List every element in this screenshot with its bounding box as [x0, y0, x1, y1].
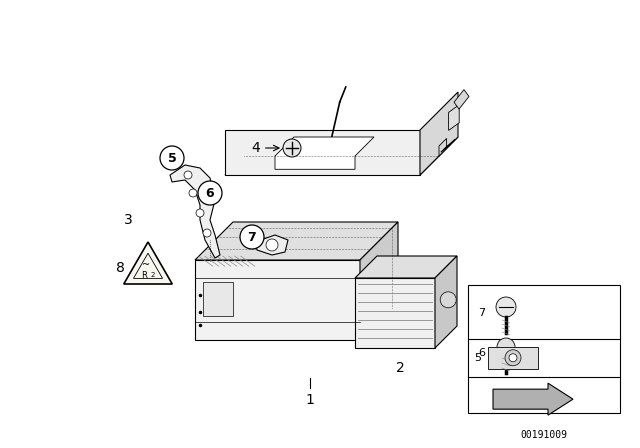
Polygon shape	[439, 138, 447, 156]
Polygon shape	[355, 278, 435, 348]
Circle shape	[184, 171, 192, 179]
Polygon shape	[435, 256, 457, 348]
FancyBboxPatch shape	[468, 285, 620, 413]
Polygon shape	[275, 137, 374, 169]
Polygon shape	[255, 235, 288, 255]
Circle shape	[198, 181, 222, 205]
Circle shape	[203, 229, 211, 237]
Circle shape	[509, 354, 517, 362]
Circle shape	[189, 189, 197, 197]
Polygon shape	[360, 222, 398, 340]
Text: 5: 5	[474, 353, 481, 363]
Circle shape	[497, 338, 515, 356]
Polygon shape	[420, 92, 458, 175]
Polygon shape	[355, 256, 457, 278]
Circle shape	[266, 239, 278, 251]
Text: 00191009: 00191009	[520, 430, 568, 440]
Polygon shape	[441, 140, 454, 152]
Text: 4: 4	[252, 141, 279, 155]
Text: 7: 7	[248, 231, 257, 244]
Text: 6: 6	[205, 186, 214, 199]
Polygon shape	[124, 242, 172, 284]
FancyBboxPatch shape	[203, 282, 233, 316]
Text: ~: ~	[142, 260, 150, 270]
Polygon shape	[195, 222, 398, 260]
Text: 5: 5	[168, 151, 177, 164]
Text: 6: 6	[479, 348, 486, 358]
Polygon shape	[225, 137, 458, 175]
Polygon shape	[170, 165, 220, 258]
Text: 2: 2	[396, 361, 404, 375]
Text: 3: 3	[124, 213, 132, 227]
Circle shape	[196, 209, 204, 217]
Text: 1: 1	[305, 393, 314, 407]
Text: 2: 2	[151, 272, 155, 278]
Text: 8: 8	[116, 261, 124, 275]
Circle shape	[160, 146, 184, 170]
Circle shape	[283, 139, 301, 157]
Text: R: R	[141, 271, 147, 280]
Circle shape	[496, 297, 516, 317]
Polygon shape	[493, 383, 573, 415]
Polygon shape	[195, 260, 360, 340]
Circle shape	[240, 225, 264, 249]
Polygon shape	[225, 130, 420, 175]
Polygon shape	[449, 105, 460, 130]
Circle shape	[505, 350, 521, 366]
FancyBboxPatch shape	[488, 347, 538, 369]
Polygon shape	[454, 90, 469, 109]
Text: 7: 7	[479, 308, 486, 318]
Circle shape	[440, 292, 456, 308]
